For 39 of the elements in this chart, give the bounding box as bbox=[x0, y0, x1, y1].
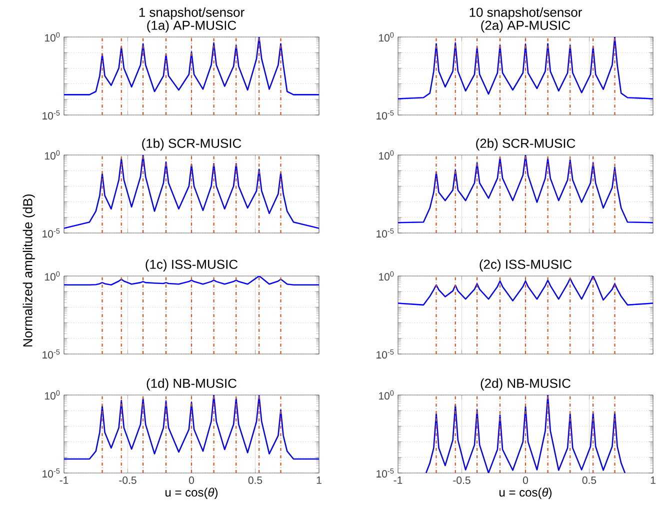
y-tick-label: 10$^{-5}$ bbox=[376, 468, 394, 478]
chart-title: 1 snapshot/sensor bbox=[139, 7, 244, 20]
x-tick-label: 0 bbox=[188, 476, 194, 484]
chart-title: (1c) ISS-MUSIC bbox=[146, 259, 238, 272]
y-tick-label: 10$^{-5}$ bbox=[42, 110, 60, 120]
y-tick-label: 10$^{-5}$ bbox=[376, 228, 394, 238]
chart-title: (1d) NB-MUSIC bbox=[146, 378, 236, 390]
x-axis-title: u = cos(θ) bbox=[500, 488, 552, 499]
x-tick-label: 1 bbox=[650, 476, 656, 484]
y-tick-label: 10$^{0}$ bbox=[45, 32, 60, 42]
x-tick-label: 1 bbox=[316, 476, 322, 484]
y-tick-label: 10$^{-5}$ bbox=[376, 349, 394, 359]
x-tick-label: 0 bbox=[522, 476, 528, 484]
y-tick-label: 10$^{0}$ bbox=[45, 390, 60, 400]
x-tick-label: -1 bbox=[394, 476, 402, 484]
chart-subtitle: (2a) AP-MUSIC bbox=[481, 20, 570, 32]
y-tick-label: 10$^{0}$ bbox=[379, 271, 394, 281]
x-tick-label: 0.5 bbox=[248, 476, 262, 484]
y-tick-label: 10$^{0}$ bbox=[379, 390, 394, 400]
y-tick-label: 10$^{-5}$ bbox=[42, 349, 60, 359]
y-tick-label: 10$^{0}$ bbox=[379, 150, 394, 160]
chart-title: (2c) ISS-MUSIC bbox=[480, 259, 572, 272]
chart-title: (1b) SCR-MUSIC bbox=[142, 138, 242, 150]
y-tick-label: 10$^{0}$ bbox=[45, 271, 60, 281]
y-tick-label: 10$^{-5}$ bbox=[42, 468, 60, 478]
x-tick-label: -0.5 bbox=[453, 476, 470, 484]
y-tick-label: 10$^{0}$ bbox=[379, 32, 394, 42]
chart-subtitle: (1a) AP-MUSIC bbox=[147, 20, 236, 32]
y-axis-title: Normalized amplitude (dB) bbox=[22, 194, 35, 346]
chart-title: (2b) SCR-MUSIC bbox=[476, 138, 576, 150]
x-tick-label: -1 bbox=[60, 476, 68, 484]
chart-title: (2d) NB-MUSIC bbox=[480, 378, 570, 390]
x-axis-title: u = cos(θ) bbox=[166, 488, 218, 499]
y-tick-label: 10$^{-5}$ bbox=[42, 228, 60, 238]
chart-title: 10 snapshot/sensor bbox=[470, 7, 582, 20]
x-tick-label: -0.5 bbox=[119, 476, 136, 484]
y-tick-label: 10$^{0}$ bbox=[45, 150, 60, 160]
x-tick-label: 0.5 bbox=[582, 476, 596, 484]
y-tick-label: 10$^{-5}$ bbox=[376, 110, 394, 120]
